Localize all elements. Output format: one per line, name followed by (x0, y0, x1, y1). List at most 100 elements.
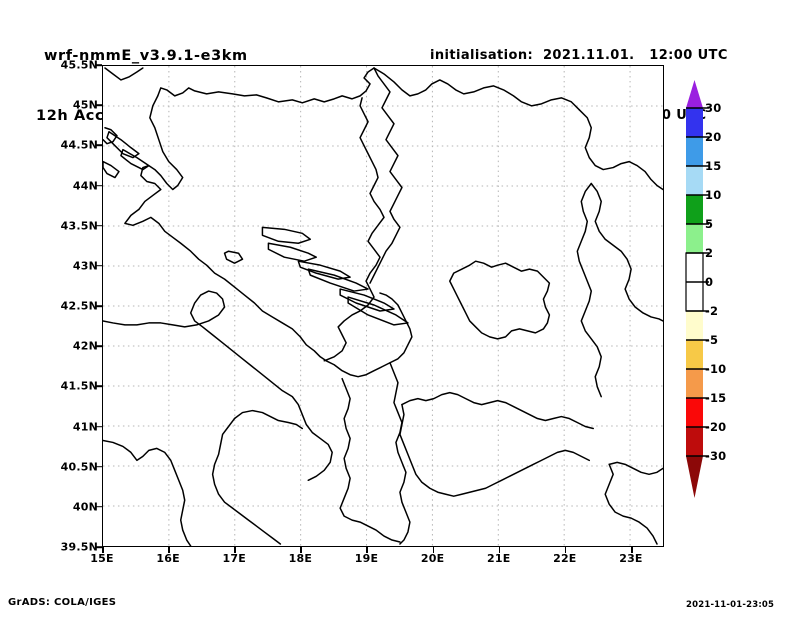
longitude-tick-mark (432, 547, 435, 553)
coast-dalmatia-main (124, 208, 327, 362)
latitude-tick-label: 44.5N (60, 138, 98, 152)
latitude-tick-label: 43N (72, 259, 98, 273)
model-title: wrf-nmmE_v3.9.1-e3km (44, 48, 248, 64)
latitude-tick-label: 39.5N (60, 540, 98, 554)
latitude-tick-label: 42N (72, 339, 98, 353)
latitude-tick-mark (96, 546, 102, 548)
border-croatia-west (138, 95, 184, 211)
colorbar-tick-label: -5 (705, 333, 719, 347)
latitude-tick-mark (96, 385, 102, 388)
map-plot-area[interactable] (102, 65, 664, 547)
border-montenegro (325, 292, 413, 378)
island-vis (223, 250, 244, 264)
longitude-tick-mark (168, 547, 170, 553)
latitude-tick-label: 43.5N (60, 219, 98, 233)
colorbar-swatches (685, 80, 709, 498)
border-serbia-bulgaria (576, 182, 602, 398)
colorbar-tick-label: 0 (705, 275, 714, 289)
longitude-tick-mark (234, 547, 236, 553)
island-brac (297, 260, 351, 280)
longitude-tick-mark (498, 547, 501, 553)
coast-albania (339, 377, 401, 543)
colorbar-tick-label: 20 (705, 130, 722, 144)
colorbar-tick-label: 15 (705, 159, 722, 173)
colorbar-tick-label: 5 (705, 217, 714, 231)
latitude-axis: 39.5N 40N 40.5N 41N 41.5N 42N 42.5N 43N 43.5N 44N… (30, 59, 98, 554)
coast-istria (103, 126, 118, 145)
colorbar-tick-label: 2 (705, 246, 714, 260)
latitude-tick-label: 40N (72, 500, 98, 514)
island-kornati (267, 242, 317, 262)
latitude-tick-label: 41N (72, 420, 98, 433)
render-timestamp: 2021-11-01-23:05 (686, 600, 775, 610)
latitude-tick-mark (96, 425, 102, 428)
island-peljesac (347, 296, 409, 326)
border-croatia-hungary (157, 67, 375, 104)
coast-italy-east (103, 290, 333, 482)
border-serbia-romania (590, 182, 663, 322)
latitude-tick-mark (96, 184, 102, 187)
latitude-tick-mark (96, 104, 102, 106)
longitude-tick-label: 19E (354, 552, 379, 565)
colorbar-tick-label: -10 (705, 362, 727, 376)
latitude-tick-mark (96, 465, 102, 468)
latitude-tick-mark (96, 144, 102, 147)
coast-italy-puglia (211, 417, 282, 545)
latitude-tick-mark (96, 345, 102, 347)
border-croatia-north (104, 67, 144, 81)
border-albania-east (389, 362, 411, 545)
longitude-tick-label: 16E (156, 552, 180, 565)
coast-greece-northeast (604, 463, 658, 545)
coast-greece-chalkidiki (608, 461, 663, 476)
longitude-tick-label: 23E (619, 552, 643, 565)
colorbar-tick-label: -30 (705, 449, 727, 463)
border-macedonia-south (399, 403, 591, 497)
longitude-tick-mark (300, 547, 302, 553)
longitude-tick-label: 20E (420, 552, 445, 565)
colorbar-tick-label: 30 (705, 101, 722, 115)
longitude-tick-mark (630, 547, 633, 553)
latitude-tick-label: 41.5N (60, 379, 98, 393)
latitude-tick-label: 44N (72, 179, 98, 192)
border-serbia-north (373, 67, 581, 111)
longitude-tick-label: 18E (288, 552, 313, 565)
coast-gargano (233, 409, 304, 430)
colorbar-tick-label: -20 (705, 420, 727, 434)
island-korcula (339, 288, 395, 312)
longitude-tick-mark (564, 547, 567, 553)
border-bosnia-east (369, 67, 403, 284)
colorbar-legend[interactable]: 30 20 15 10 5 2 0 -2 -5 -10 -15 -20 -30 (680, 80, 790, 550)
map-coastlines-and-borders (103, 67, 663, 546)
island-cres (103, 160, 120, 179)
longitude-tick-label: 22E (553, 552, 577, 565)
latitude-tick-label: 45.5N (60, 58, 98, 72)
longitude-tick-mark (102, 547, 104, 553)
longitude-tick-label: 21E (486, 552, 511, 565)
latitude-tickmarks (96, 64, 102, 548)
latitude-tick-label: 45N (72, 98, 98, 112)
longitude-tick-label: 15E (90, 552, 114, 565)
coast-italy-southwest (103, 439, 192, 546)
border-kosovo (449, 260, 551, 340)
colorbar-tick-label: -2 (705, 304, 719, 318)
longitude-tick-label: 17E (222, 552, 246, 565)
initialisation-time: initialisation: 2021.11.01. 12:00 UTC (430, 48, 728, 63)
border-serbia-east (578, 109, 663, 191)
island-dugi-otok (261, 226, 312, 245)
latitude-tick-label: 42.5N (60, 299, 98, 313)
latitude-tick-mark (96, 64, 102, 66)
latitude-tick-mark (96, 224, 102, 227)
longitude-tick-mark (366, 547, 369, 553)
island-rab (120, 148, 150, 171)
longitude-tickmarks (102, 547, 664, 553)
colorbar-tick-label: 10 (705, 188, 722, 202)
island-krk (106, 130, 140, 159)
longitude-axis: 15E 16E 17E 18E 19E 20E 21E 22E 23E (90, 552, 664, 572)
latitude-tick-mark (96, 506, 102, 508)
latitude-tick-mark (96, 305, 102, 307)
grads-credit: GrADS: COLA/IGES (8, 597, 117, 608)
island-hvar (307, 268, 369, 292)
latitude-tick-mark (96, 265, 102, 267)
border-bosnia (323, 97, 385, 362)
border-north-macedonia (401, 391, 594, 430)
